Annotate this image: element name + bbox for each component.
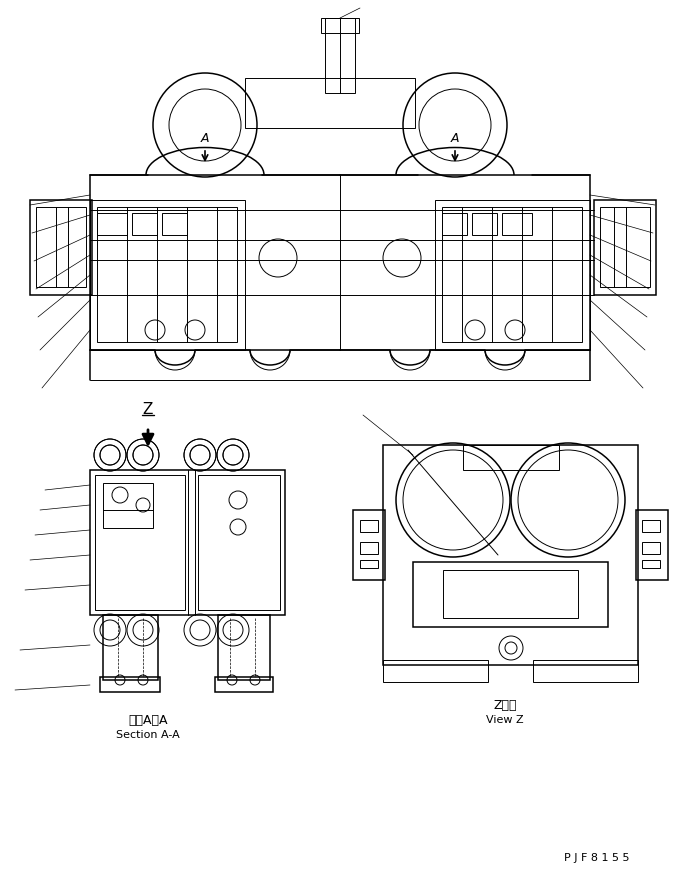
Bar <box>103 483 153 528</box>
Bar <box>463 445 559 470</box>
Bar <box>325 18 355 93</box>
Bar <box>162 213 187 235</box>
Text: View Z: View Z <box>486 715 524 725</box>
Bar <box>383 660 488 682</box>
Bar <box>103 615 158 680</box>
Bar <box>90 175 590 350</box>
Text: Section A-A: Section A-A <box>116 730 180 740</box>
Bar <box>442 213 467 235</box>
Bar <box>30 200 92 295</box>
Bar <box>100 677 160 692</box>
Bar <box>594 200 656 295</box>
Text: A: A <box>201 132 209 145</box>
Bar <box>360 560 378 568</box>
Bar <box>636 510 668 580</box>
Bar <box>90 200 245 350</box>
Bar <box>90 470 285 615</box>
Bar <box>97 207 237 342</box>
Bar <box>600 207 650 287</box>
Bar <box>443 570 578 618</box>
Bar <box>36 207 86 287</box>
Text: 断面A－A: 断面A－A <box>128 713 168 726</box>
Bar <box>198 475 280 610</box>
Text: A: A <box>451 132 459 145</box>
Text: Z: Z <box>143 402 153 417</box>
Bar <box>383 445 638 665</box>
Text: Z　視: Z 視 <box>493 699 517 712</box>
Bar <box>353 510 385 580</box>
Bar <box>642 520 660 532</box>
Bar <box>442 207 582 342</box>
Text: P J F 8 1 5 5: P J F 8 1 5 5 <box>565 853 630 863</box>
Bar <box>95 475 185 610</box>
Bar <box>642 542 660 554</box>
Bar <box>435 200 590 350</box>
Bar <box>218 615 270 680</box>
Bar <box>245 78 415 128</box>
Bar <box>321 18 359 33</box>
Bar <box>413 562 608 627</box>
Bar <box>472 213 497 235</box>
Bar <box>533 660 638 682</box>
Bar <box>502 213 532 235</box>
Bar <box>215 677 273 692</box>
Bar <box>642 560 660 568</box>
Bar <box>360 520 378 532</box>
Bar <box>132 213 157 235</box>
Bar <box>97 213 127 235</box>
Bar <box>360 542 378 554</box>
